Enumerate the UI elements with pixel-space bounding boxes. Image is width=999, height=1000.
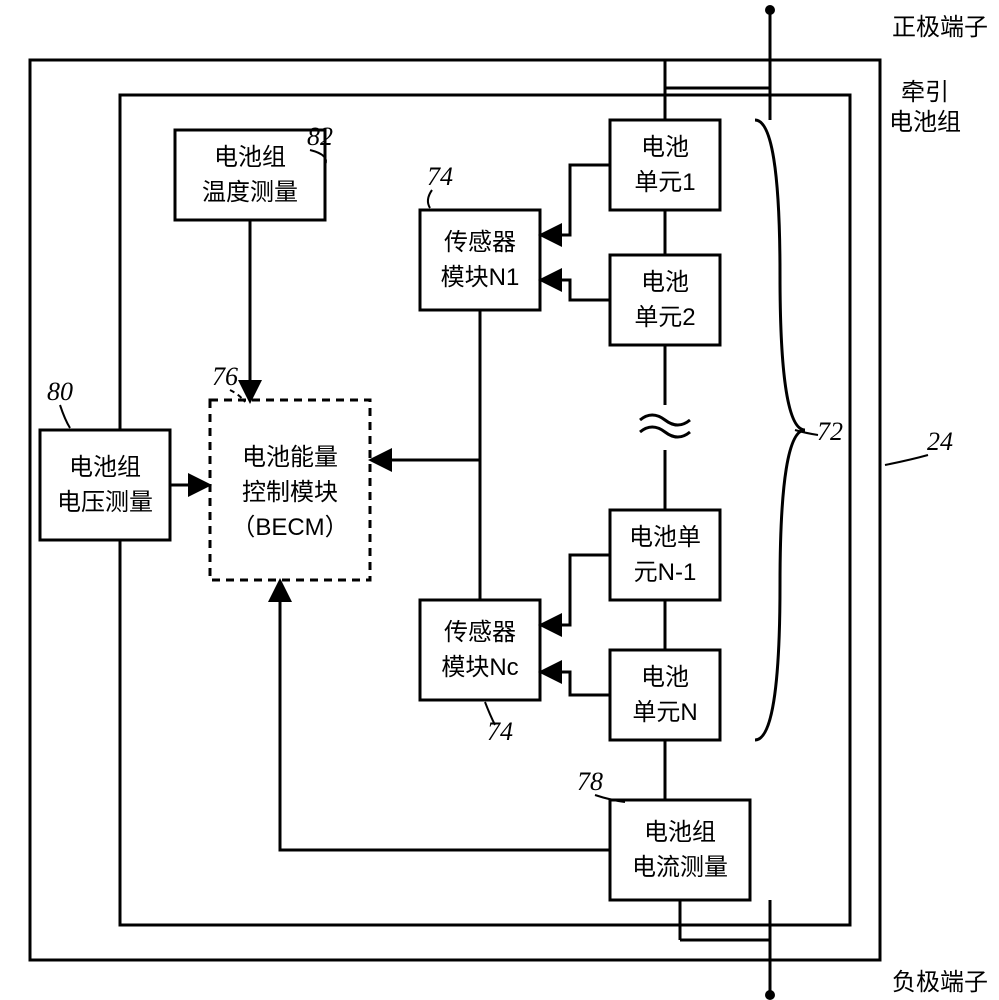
neg-terminal-label: 负极端子 xyxy=(892,969,988,996)
label: 电池 xyxy=(641,134,689,161)
label: 电池组 xyxy=(889,109,961,136)
ref-74: 74 xyxy=(427,162,453,191)
label: 模块Nc xyxy=(441,654,518,681)
label: 单元N xyxy=(632,699,697,726)
label: 电池组 xyxy=(69,454,141,481)
label: 传感器 xyxy=(444,619,516,646)
label: 单元1 xyxy=(634,169,695,196)
label: 温度测量 xyxy=(202,179,298,206)
ref-80: 80 xyxy=(47,377,73,406)
label: 传感器 xyxy=(444,229,516,256)
ref-82: 82 xyxy=(307,122,333,151)
label: 单元2 xyxy=(634,304,695,331)
label: 模块N1 xyxy=(441,264,520,291)
label: 电压测量 xyxy=(57,489,153,516)
label: （BECM） xyxy=(231,514,348,541)
label: 电池单 xyxy=(629,524,701,551)
ref-78: 78 xyxy=(577,767,603,796)
ref-72: 72 xyxy=(817,417,843,446)
label: 电池组 xyxy=(644,819,716,846)
ref-24: 24 xyxy=(927,427,953,456)
label: 电池组 xyxy=(214,144,286,171)
label: 电池 xyxy=(641,269,689,296)
label: 电池 xyxy=(641,664,689,691)
label: 元N-1 xyxy=(634,559,697,586)
label: 电流测量 xyxy=(632,854,728,881)
ref-74b: 74 xyxy=(487,717,513,746)
pos-terminal-label: 正极端子 xyxy=(892,14,988,41)
ref-76: 76 xyxy=(212,362,238,391)
label: 控制模块 xyxy=(242,479,338,506)
label: 牵引 xyxy=(901,79,949,106)
label: 电池能量 xyxy=(242,444,338,471)
